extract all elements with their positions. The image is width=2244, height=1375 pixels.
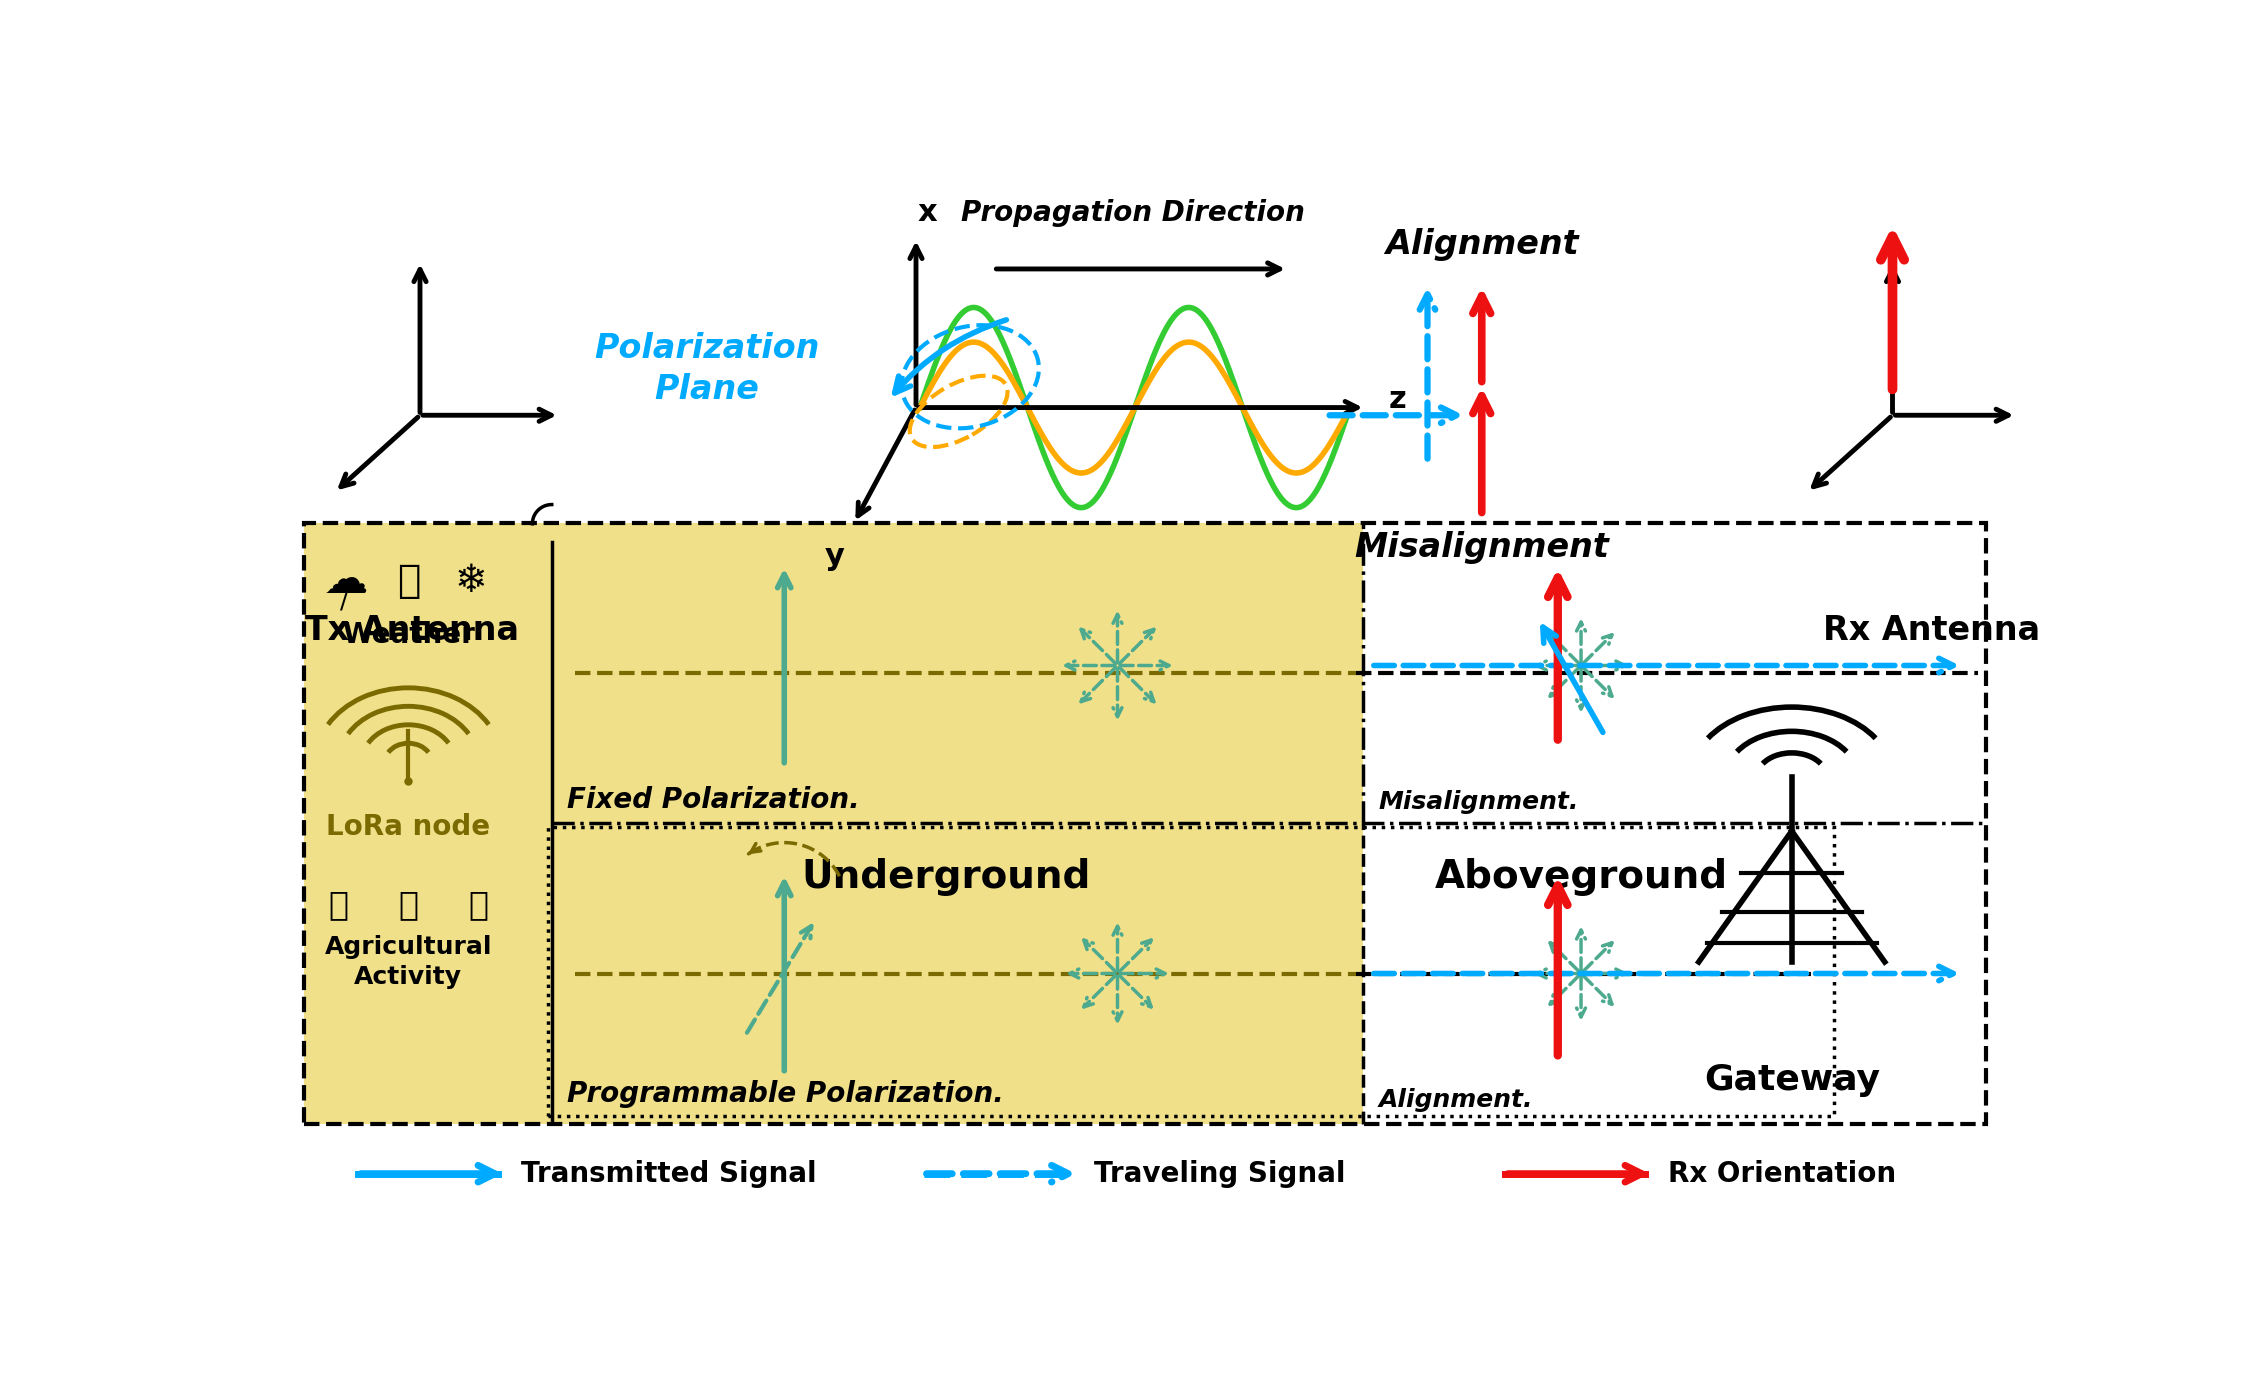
- Text: 🌱: 🌱: [469, 888, 489, 921]
- Bar: [303, 522, 1986, 1123]
- Text: Misalignment: Misalignment: [1355, 531, 1609, 564]
- Text: x: x: [918, 198, 938, 227]
- Text: Propagation Direction: Propagation Direction: [960, 198, 1306, 227]
- Text: 🌡: 🌡: [397, 562, 420, 600]
- Text: Weather: Weather: [341, 620, 476, 649]
- Text: Aboveground: Aboveground: [1434, 858, 1728, 896]
- Text: Rx Antenna: Rx Antenna: [1822, 615, 2040, 648]
- Bar: [548, 828, 1833, 1116]
- Text: Tx Antenna: Tx Antenna: [305, 615, 518, 648]
- Text: y: y: [826, 542, 844, 571]
- Text: Agricultural
Activity: Agricultural Activity: [325, 935, 491, 989]
- Text: Misalignment.: Misalignment.: [1378, 791, 1580, 814]
- Text: ❄: ❄: [453, 562, 487, 600]
- Text: Rx Orientation: Rx Orientation: [1667, 1159, 1896, 1188]
- Bar: [303, 522, 1364, 1123]
- Text: LoRa node: LoRa node: [325, 813, 491, 842]
- Text: Underground: Underground: [801, 858, 1091, 896]
- Text: Alignment.: Alignment.: [1378, 1088, 1533, 1112]
- Text: 💧: 💧: [399, 888, 417, 921]
- Text: Fixed Polarization.: Fixed Polarization.: [568, 786, 859, 814]
- Text: Alignment: Alignment: [1385, 228, 1578, 261]
- Text: z: z: [1389, 385, 1407, 414]
- Text: Transmitted Signal: Transmitted Signal: [521, 1159, 817, 1188]
- Text: 🌾: 🌾: [328, 888, 348, 921]
- Text: ☁: ☁: [323, 560, 368, 602]
- Text: Gateway: Gateway: [1703, 1063, 1880, 1097]
- Bar: [1364, 522, 1986, 1123]
- Text: Traveling Signal: Traveling Signal: [1095, 1159, 1346, 1188]
- Text: Programmable Polarization.: Programmable Polarization.: [568, 1081, 1003, 1108]
- Text: /: /: [339, 588, 348, 612]
- Text: Polarization
Plane: Polarization Plane: [595, 333, 819, 406]
